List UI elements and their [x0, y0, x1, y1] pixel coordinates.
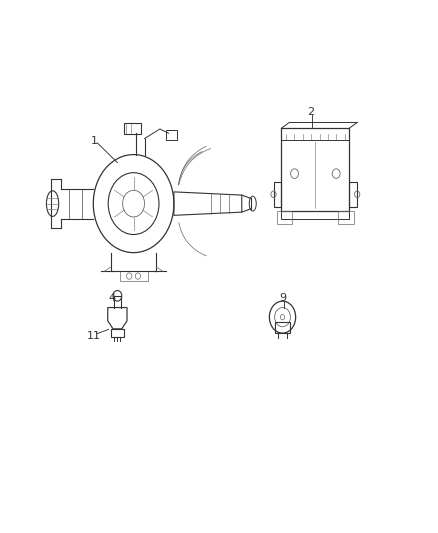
- Bar: [273, 182, 281, 207]
- Text: 2: 2: [307, 107, 314, 117]
- Bar: [281, 211, 349, 219]
- Bar: [338, 211, 354, 224]
- Bar: [124, 123, 141, 134]
- Text: 4: 4: [108, 294, 115, 303]
- Bar: [69, 189, 82, 219]
- Text: 9: 9: [279, 294, 286, 303]
- Bar: [111, 329, 124, 337]
- Text: 11: 11: [87, 331, 101, 341]
- Bar: [277, 211, 293, 224]
- Bar: [281, 128, 349, 211]
- Bar: [120, 271, 148, 281]
- Bar: [275, 322, 290, 333]
- Bar: [281, 128, 349, 140]
- Text: 1: 1: [91, 136, 98, 146]
- Bar: [350, 182, 357, 207]
- Bar: [166, 130, 177, 140]
